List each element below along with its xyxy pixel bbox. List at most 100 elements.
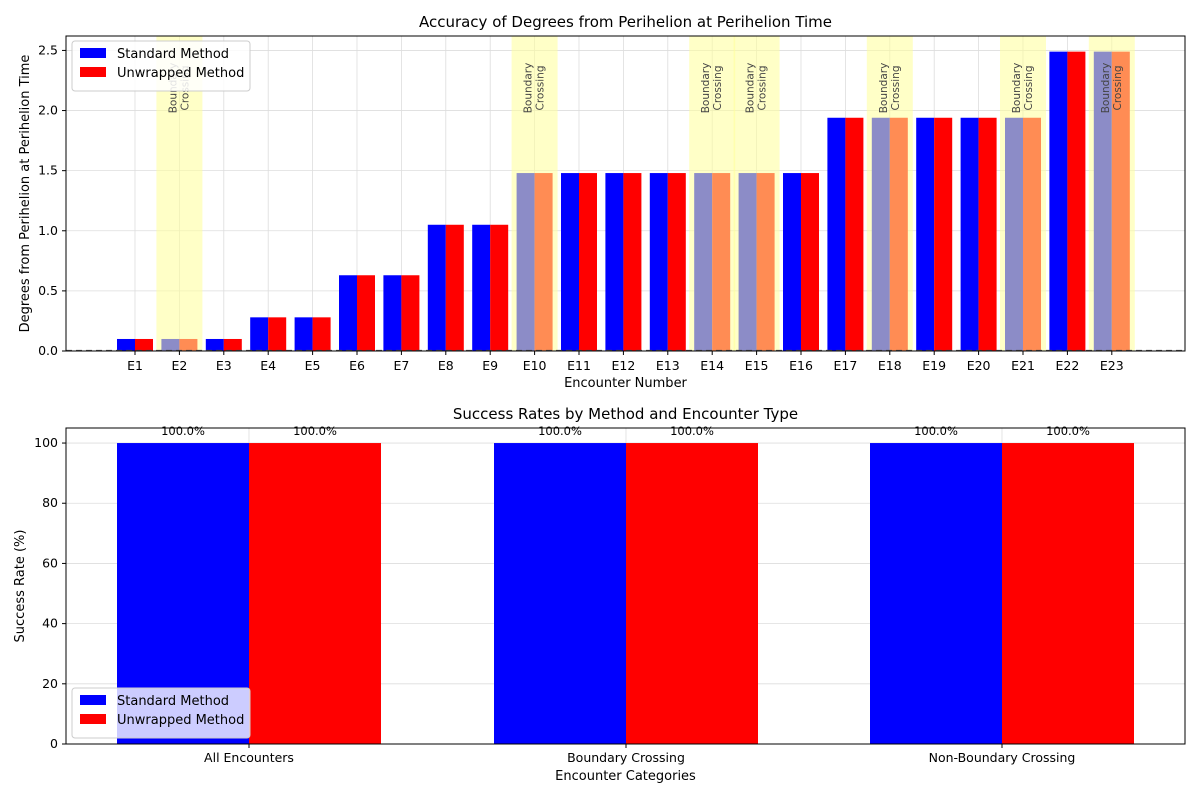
- bar-unwrapped: [312, 317, 331, 351]
- x-tick-label: E11: [567, 358, 591, 373]
- legend-swatch: [80, 67, 106, 77]
- y-tick-label: 1.0: [38, 223, 58, 238]
- boundary-crossing-highlight: [1000, 36, 1046, 351]
- boundary-crossing-highlight: [689, 36, 736, 351]
- x-tick-label: E5: [305, 358, 321, 373]
- x-tick-label: Boundary Crossing: [567, 750, 685, 765]
- y-tick-label: 0.5: [38, 283, 58, 298]
- y-tick-label: 80: [42, 495, 58, 510]
- x-tick-label: E7: [393, 358, 409, 373]
- bar-value-label: 100.0%: [670, 424, 714, 438]
- boundary-crossing-label: Crossing: [1023, 65, 1035, 110]
- x-tick-label: E12: [611, 358, 635, 373]
- boundary-crossing-label: Boundary: [745, 63, 757, 114]
- bar-unwrapped: [579, 173, 597, 351]
- x-tick-label: E8: [438, 358, 454, 373]
- bar-standard: [339, 275, 357, 351]
- bar-unwrapped: [934, 117, 953, 351]
- legend-swatch: [80, 48, 106, 58]
- boundary-crossing-highlight: [866, 36, 913, 351]
- bar-standard: [383, 275, 402, 351]
- legend-box: [71, 687, 251, 739]
- chart-accuracy: Boundary Crossing Boundary Crossing Boundary…: [18, 13, 1186, 391]
- bar-standard: [1049, 51, 1068, 352]
- y-tick-label: 100: [34, 435, 58, 450]
- y-tick-label: 2.0: [38, 103, 58, 118]
- chart-title: Success Rates by Method and Encounter Ty…: [453, 405, 798, 423]
- x-axis-label: Encounter Number: [564, 376, 687, 391]
- x-tick-label: All Encounters: [204, 750, 294, 765]
- bar-unwrapped: [623, 173, 642, 351]
- boundary-crossing-label: Boundary: [700, 63, 712, 114]
- bar-unwrapped: [1067, 51, 1086, 352]
- boundary-crossing-label: Boundary: [1011, 63, 1023, 114]
- bar-standard: [827, 117, 846, 351]
- x-tick-label: E6: [349, 358, 365, 373]
- y-axis-label: Degrees from Perihelion at Perihelion Ti…: [18, 55, 33, 333]
- bar-unwrapped: [401, 275, 420, 351]
- boundary-crossing-label: Crossing: [712, 65, 724, 110]
- bar-unwrapped: [1002, 443, 1134, 744]
- y-axis-label: Success Rate (%): [13, 530, 28, 643]
- x-axis-label: Encounter Categories: [555, 769, 696, 784]
- chart-title: Accuracy of Degrees from Perihelion at P…: [419, 13, 832, 31]
- x-tick-label: E14: [700, 358, 724, 373]
- y-tick-label: 60: [42, 555, 58, 570]
- x-tick-label: E2: [171, 358, 187, 373]
- bar-unwrapped: [135, 338, 153, 351]
- x-tick-label: E3: [216, 358, 232, 373]
- legend-box: [71, 40, 251, 92]
- bar-standard: [916, 117, 935, 351]
- bar-standard: [870, 443, 1002, 744]
- boundary-crossing-label: Crossing: [535, 65, 547, 110]
- x-tick-label: E16: [789, 358, 813, 373]
- legend-label: Standard Method: [117, 47, 229, 62]
- legend-swatch: [80, 695, 106, 705]
- bar-value-label: 100.0%: [293, 424, 337, 438]
- boundary-crossing-label: Crossing: [757, 65, 769, 110]
- bar-standard: [294, 317, 313, 351]
- boundary-crossing-label: Boundary: [523, 63, 535, 114]
- bar-standard: [960, 117, 979, 351]
- x-tick-label: E4: [260, 358, 276, 373]
- axes-frame-1: [65, 35, 1186, 352]
- boundary-crossing-label: Boundary: [1100, 63, 1112, 114]
- bar-unwrapped: [357, 275, 375, 351]
- y-tick-label: 0.0: [38, 343, 58, 358]
- bar-standard: [205, 338, 224, 351]
- x-tick-label: E22: [1055, 358, 1079, 373]
- boundary-crossing-highlight: [511, 36, 558, 351]
- bar-unwrapped: [490, 224, 509, 351]
- boundary-crossing-label: Boundary: [878, 63, 890, 114]
- bar-standard: [117, 338, 135, 351]
- bar-standard: [494, 443, 626, 744]
- legend: Standard Method Unwrapped Method: [71, 40, 251, 92]
- x-tick-label: E1: [127, 358, 143, 373]
- bar-standard: [250, 317, 269, 351]
- bar-unwrapped: [268, 317, 287, 351]
- bar-standard: [605, 173, 624, 351]
- legend: Standard Method Unwrapped Method: [71, 687, 251, 739]
- bar-unwrapped: [626, 443, 758, 744]
- bar-value-label: 100.0%: [538, 424, 582, 438]
- y-tick-label: 40: [42, 616, 58, 631]
- x-tick-label: Non-Boundary Crossing: [929, 750, 1076, 765]
- bar-unwrapped: [978, 117, 997, 351]
- x-tick-label: E10: [523, 358, 547, 373]
- x-tick-label: E15: [745, 358, 769, 373]
- bar-value-label: 100.0%: [1046, 424, 1090, 438]
- bar-unwrapped: [845, 117, 864, 351]
- x-tick-label: E18: [878, 358, 902, 373]
- legend-label: Unwrapped Method: [117, 66, 244, 81]
- boundary-crossing-highlight: [1088, 36, 1135, 351]
- bar-unwrapped: [249, 443, 381, 744]
- bar-value-label: 100.0%: [914, 424, 958, 438]
- boundary-crossing-label: Crossing: [890, 65, 902, 110]
- bar-standard: [472, 224, 491, 351]
- legend-label: Unwrapped Method: [117, 713, 244, 728]
- legend-swatch: [80, 714, 106, 724]
- bar-standard: [561, 173, 579, 351]
- boundary-crossing-highlight: [733, 36, 780, 351]
- bar-standard: [427, 224, 446, 351]
